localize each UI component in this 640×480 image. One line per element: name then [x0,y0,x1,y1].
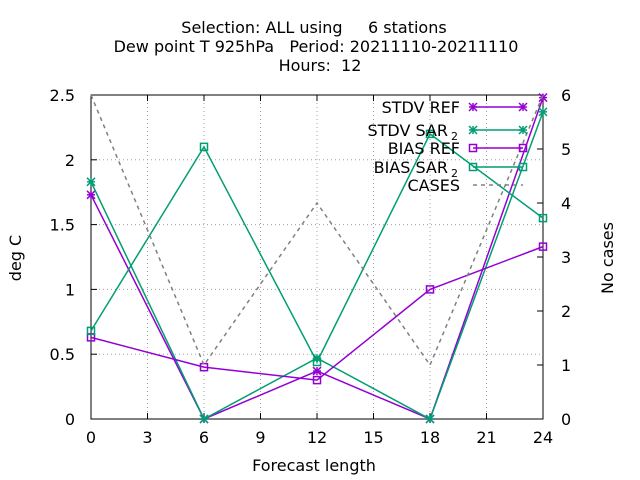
legend-marker-bias-sar-2 [518,162,528,172]
legend-marker-stdv-sar-2 [468,125,478,135]
data-point-bias-ref [538,242,548,251]
y2-tick-label: 3 [561,248,571,267]
y2-tick-label: 5 [561,140,571,159]
data-point-stdv-sar-2 [538,107,548,117]
chart-title: Selection: ALL using 6 stations Dew poin… [114,18,519,75]
y2-tick-label: 0 [561,410,571,429]
title-line-1: Selection: ALL using 6 stations [181,18,446,37]
data-point-stdv-sar-2 [86,177,96,187]
data-point-bias-sar-2 [199,142,209,152]
x-axis-label: Forecast length [252,456,376,475]
data-point-stdv-sar-2 [425,414,435,424]
y2-axis-label: No cases [598,222,617,294]
y2-tick-label: 2 [561,302,571,321]
legend-label-stdv-ref: STDV REF [382,98,460,117]
legend-label-sub-stdv-sar-2: 2 [451,130,458,143]
legend-marker-stdv-ref [518,102,528,112]
grid [91,95,543,419]
legend-label-bias-ref: BIAS REF [388,139,460,158]
data-point-bias-sar-2 [312,357,322,367]
data-point-stdv-ref [86,190,96,200]
legend-label-bias-sar-2: BIAS SAR [374,158,448,177]
data-point-stdv-sar-2 [199,414,209,424]
title-line-3: Hours: 12 [279,56,362,75]
x-tick-label: 0 [86,428,96,447]
series-line-cases [90,94,544,367]
series-layer [86,93,548,424]
x-tick-label: 18 [420,428,440,447]
x-tick-label: 3 [142,428,152,447]
x-tick-label: 24 [533,428,553,447]
y2-tick-label: 4 [561,194,571,213]
data-point-bias-sar-2 [538,213,548,223]
y2-tick-label: 1 [561,356,571,375]
y-tick-label: 1 [65,280,75,299]
x-tick-label: 9 [255,428,265,447]
legend-label-sub-bias-sar-2: 2 [451,167,458,180]
y-tick-label: 2.5 [50,86,75,105]
data-point-stdv-ref [312,366,322,376]
y-axis-label: deg C [6,235,25,281]
y2-tick-label: 6 [561,86,571,105]
legend-marker-bias-sar-2 [468,162,478,172]
x-tick-label: 21 [476,428,496,447]
data-point-bias-sar-2 [425,129,435,139]
data-point-bias-ref [425,285,435,294]
data-point-bias-sar-2 [86,326,96,336]
series-line-bias-sar-2 [90,132,544,364]
data-point-bias-ref [312,375,322,385]
data-point-stdv-ref [538,93,548,103]
legend-marker-stdv-sar-2 [518,125,528,135]
y-tick-label: 0 [65,410,75,429]
legend-marker-bias-ref [468,143,478,153]
legend-marker-stdv-ref [468,102,478,112]
legend-label-cases: CASES [407,176,460,195]
y-tick-label: 0.5 [50,345,75,364]
legend-label-stdv-sar-2: STDV SAR [367,121,448,140]
title-line-2: Dew point T 925hPa Period: 20211110-2021… [114,37,519,56]
x-tick-label: 15 [363,428,383,447]
x-tick-label: 12 [307,428,327,447]
legend-marker-bias-ref [518,143,528,153]
y-tick-label: 1.5 [50,216,75,235]
x-tick-label: 6 [199,428,209,447]
y-tick-label: 2 [65,151,75,170]
